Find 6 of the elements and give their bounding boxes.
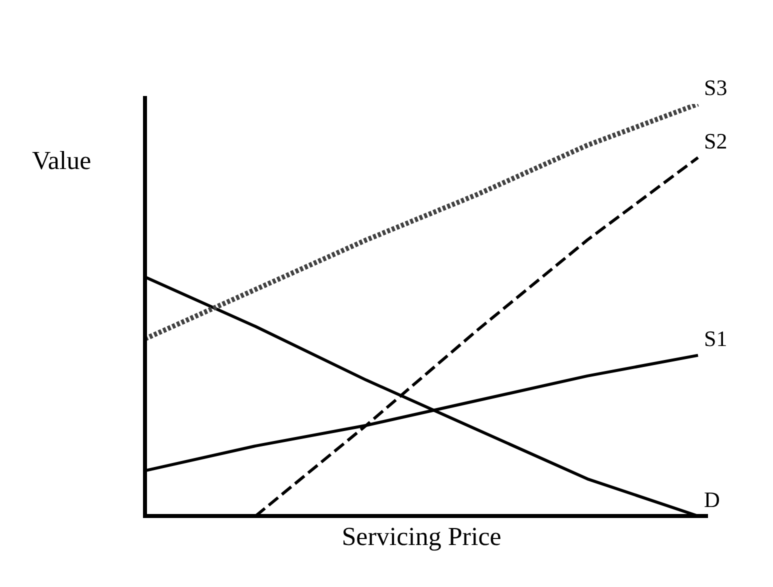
series-label: S1 bbox=[704, 326, 728, 352]
y-axis-title: Value bbox=[32, 146, 92, 176]
series-label: S3 bbox=[704, 74, 728, 100]
series-label: D bbox=[704, 486, 720, 512]
x-axis-title: Servicing Price bbox=[340, 522, 502, 552]
series-label: S2 bbox=[704, 128, 728, 154]
